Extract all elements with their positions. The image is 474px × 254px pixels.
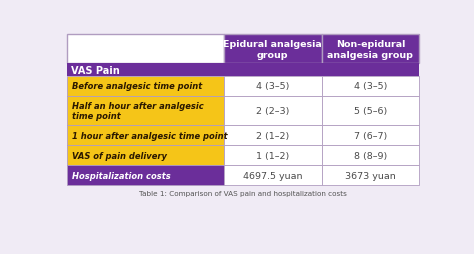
Text: Before analgesic time point: Before analgesic time point — [72, 82, 202, 91]
Bar — [67, 64, 419, 76]
Text: Half an hour after analgesic
time point: Half an hour after analgesic time point — [72, 101, 203, 121]
Bar — [224, 125, 322, 146]
Text: Epidural analgesia
group: Epidural analgesia group — [223, 40, 322, 59]
Bar — [322, 76, 419, 97]
Bar — [224, 165, 322, 185]
Bar — [322, 165, 419, 185]
Bar — [322, 97, 419, 125]
Text: Hospitalization costs: Hospitalization costs — [72, 171, 170, 180]
Text: 4 (3–5): 4 (3–5) — [354, 82, 387, 91]
Text: VAS of pain delivery: VAS of pain delivery — [72, 151, 167, 160]
Bar — [67, 97, 224, 125]
Bar — [322, 35, 419, 64]
Bar — [224, 76, 322, 97]
Bar — [67, 35, 224, 64]
Text: 4697.5 yuan: 4697.5 yuan — [243, 171, 302, 180]
Text: 4 (3–5): 4 (3–5) — [256, 82, 290, 91]
Text: 3673 yuan: 3673 yuan — [345, 171, 396, 180]
Text: Table 1: Comparison of VAS pain and hospitalization costs: Table 1: Comparison of VAS pain and hosp… — [139, 190, 347, 196]
Text: 8 (8–9): 8 (8–9) — [354, 151, 387, 160]
Bar — [322, 146, 419, 165]
Text: 7 (6–7): 7 (6–7) — [354, 131, 387, 140]
Bar — [67, 165, 224, 185]
Text: 5 (5–6): 5 (5–6) — [354, 106, 387, 116]
Bar — [67, 146, 224, 165]
Bar — [322, 125, 419, 146]
Bar — [67, 125, 224, 146]
Bar — [224, 97, 322, 125]
Bar — [224, 35, 322, 64]
Text: 2 (2–3): 2 (2–3) — [256, 106, 290, 116]
Text: 1 (1–2): 1 (1–2) — [256, 151, 290, 160]
Text: VAS Pain: VAS Pain — [71, 65, 119, 75]
Text: Non-epidural
analgesia group: Non-epidural analgesia group — [328, 40, 413, 59]
Text: 1 hour after analgesic time point: 1 hour after analgesic time point — [72, 131, 227, 140]
Text: 2 (1–2): 2 (1–2) — [256, 131, 290, 140]
Bar — [224, 146, 322, 165]
Bar — [67, 76, 224, 97]
